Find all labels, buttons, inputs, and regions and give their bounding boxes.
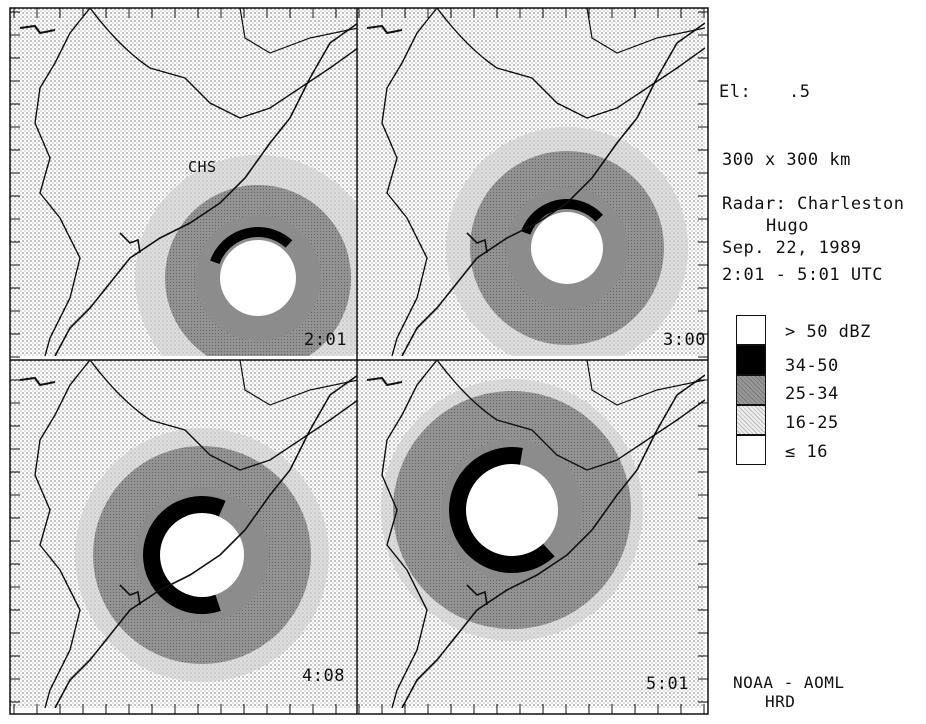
legend-swatch — [736, 375, 766, 405]
elevation-label: El: — [719, 82, 752, 102]
credit-division: HRD — [765, 692, 796, 711]
legend-label: ≤ 16 — [785, 442, 828, 462]
panel-time-label: 5:01 — [646, 674, 689, 694]
legend-label: 16-25 — [785, 413, 839, 433]
time-range: 2:01 - 5:01 UTC — [722, 265, 884, 285]
domain-size: 300 x 300 km — [722, 150, 851, 170]
legend-swatch — [736, 315, 766, 345]
legend-label: > 50 dBZ — [785, 322, 871, 342]
radar-panel — [10, 360, 358, 708]
legend-swatch — [736, 405, 766, 435]
legend-label: 25-34 — [785, 384, 839, 404]
radar-panel — [357, 8, 705, 356]
storm-name: Hugo — [766, 216, 809, 236]
elevation-value: .5 — [789, 82, 811, 102]
legend-swatch — [736, 435, 766, 465]
observation-date: Sep. 22, 1989 — [722, 238, 862, 258]
legend-swatch — [736, 345, 766, 375]
radar-panel — [357, 360, 705, 708]
legend-label: 34-50 — [785, 356, 839, 376]
panel-time-label: 3:00 — [663, 330, 706, 350]
radar-name: Radar: Charleston — [722, 194, 905, 214]
panel-time-label: 4:08 — [302, 666, 345, 686]
credit-agency: NOAA - AOML — [733, 673, 845, 692]
station-label-chs: CHS — [188, 158, 217, 176]
radar-panel — [10, 8, 358, 356]
panel-time-label: 2:01 — [304, 330, 347, 350]
